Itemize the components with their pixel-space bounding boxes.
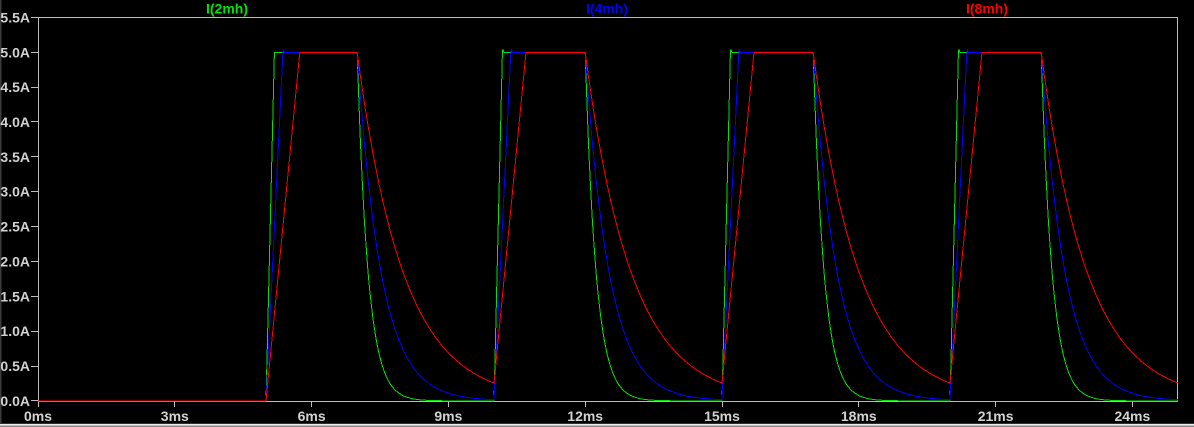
svg-text:3.5A: 3.5A (0, 149, 30, 165)
svg-text:I(8mh): I(8mh) (966, 1, 1008, 17)
svg-text:5.0A: 5.0A (0, 44, 30, 60)
svg-text:9ms: 9ms (434, 408, 462, 424)
svg-text:0.5A: 0.5A (0, 358, 30, 374)
svg-text:4.0A: 4.0A (0, 114, 30, 130)
svg-text:0ms: 0ms (24, 408, 52, 424)
svg-text:I(4mh): I(4mh) (586, 1, 628, 17)
svg-text:12ms: 12ms (567, 408, 603, 424)
svg-text:1.0A: 1.0A (0, 323, 30, 339)
svg-text:3.0A: 3.0A (0, 184, 30, 200)
svg-text:3ms: 3ms (161, 408, 189, 424)
svg-text:24ms: 24ms (1114, 408, 1150, 424)
svg-text:1.5A: 1.5A (0, 288, 30, 304)
svg-text:2.0A: 2.0A (0, 253, 30, 269)
svg-text:0.0A: 0.0A (0, 393, 30, 409)
svg-text:21ms: 21ms (978, 408, 1014, 424)
svg-text:15ms: 15ms (704, 408, 740, 424)
svg-text:4.5A: 4.5A (0, 79, 30, 95)
svg-text:18ms: 18ms (841, 408, 877, 424)
svg-text:5.5A: 5.5A (0, 9, 30, 25)
svg-text:2.5A: 2.5A (0, 219, 30, 235)
svg-text:I(2mh): I(2mh) (206, 1, 248, 17)
svg-text:6ms: 6ms (298, 408, 326, 424)
